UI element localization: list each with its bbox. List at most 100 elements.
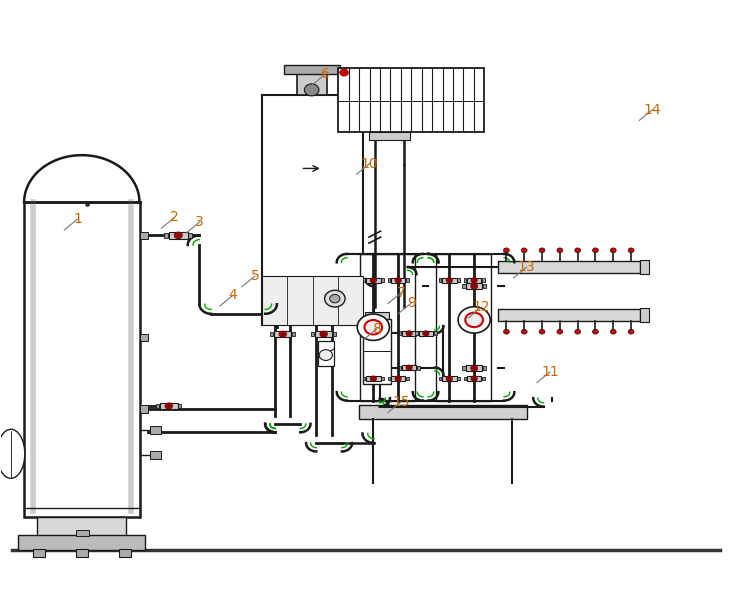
Bar — [436, 254, 491, 401]
Bar — [467, 278, 482, 283]
Bar — [457, 377, 460, 380]
Bar — [457, 278, 460, 282]
Circle shape — [575, 248, 580, 253]
Circle shape — [329, 295, 340, 303]
Bar — [151, 426, 161, 434]
Bar — [369, 133, 410, 140]
Bar — [463, 278, 466, 282]
Circle shape — [448, 279, 451, 281]
Bar — [270, 332, 273, 337]
Circle shape — [610, 329, 616, 334]
Circle shape — [372, 279, 375, 281]
Bar — [363, 319, 391, 384]
Bar — [76, 549, 88, 557]
Bar — [296, 72, 326, 95]
Bar — [463, 377, 466, 380]
Circle shape — [370, 278, 376, 283]
Bar — [156, 404, 160, 408]
Bar — [140, 406, 149, 413]
Text: 12: 12 — [473, 300, 490, 314]
Circle shape — [397, 279, 400, 281]
Bar — [262, 275, 363, 325]
Circle shape — [447, 376, 452, 381]
Bar — [188, 233, 192, 238]
Circle shape — [473, 279, 476, 281]
Circle shape — [372, 377, 375, 380]
Bar — [76, 530, 89, 536]
Bar — [365, 312, 389, 319]
Text: 10: 10 — [361, 157, 378, 170]
Bar — [415, 331, 418, 335]
Circle shape — [319, 350, 332, 361]
Circle shape — [471, 283, 477, 289]
Bar — [442, 376, 457, 381]
Bar — [482, 284, 486, 288]
Bar — [160, 403, 177, 409]
Bar — [463, 284, 466, 288]
Bar — [274, 331, 291, 337]
Bar — [292, 332, 296, 337]
Bar — [360, 254, 415, 401]
Circle shape — [448, 377, 451, 380]
Circle shape — [425, 332, 427, 334]
Bar — [467, 376, 482, 381]
Bar — [318, 341, 334, 366]
Bar — [262, 95, 363, 325]
Bar — [333, 332, 336, 337]
Circle shape — [324, 290, 345, 307]
Circle shape — [279, 331, 286, 337]
Bar — [381, 278, 384, 282]
Text: 9: 9 — [407, 296, 416, 310]
Circle shape — [397, 377, 400, 380]
Bar — [434, 331, 436, 335]
Circle shape — [165, 403, 173, 409]
Circle shape — [305, 84, 319, 96]
Text: 15: 15 — [392, 395, 410, 409]
Text: 8: 8 — [373, 322, 381, 336]
Circle shape — [628, 248, 634, 253]
Bar — [381, 377, 384, 380]
Bar — [402, 365, 417, 370]
Circle shape — [557, 248, 563, 253]
Circle shape — [408, 332, 411, 334]
Bar — [466, 365, 482, 371]
Bar — [359, 406, 527, 419]
Bar — [119, 549, 131, 557]
Text: 14: 14 — [643, 103, 661, 116]
Bar — [151, 451, 161, 459]
Circle shape — [471, 365, 477, 371]
Text: 3: 3 — [195, 215, 203, 229]
Circle shape — [473, 367, 476, 370]
Bar — [482, 377, 485, 380]
Bar — [417, 365, 419, 370]
Bar — [366, 278, 381, 283]
Circle shape — [370, 376, 376, 381]
Circle shape — [322, 333, 325, 335]
Bar — [398, 331, 401, 335]
Bar — [438, 377, 441, 380]
Circle shape — [557, 329, 563, 334]
Circle shape — [406, 331, 412, 336]
Bar — [311, 332, 314, 337]
Bar — [363, 278, 365, 282]
Bar — [402, 331, 417, 336]
Bar — [391, 376, 406, 381]
Circle shape — [423, 331, 429, 336]
Bar — [37, 517, 127, 536]
Text: 1: 1 — [73, 212, 82, 226]
Circle shape — [473, 377, 476, 380]
Bar — [482, 278, 485, 282]
Circle shape — [320, 331, 327, 337]
Bar — [18, 535, 146, 550]
Circle shape — [471, 278, 477, 283]
Circle shape — [466, 313, 483, 327]
Bar — [165, 233, 168, 238]
Circle shape — [521, 329, 527, 334]
Text: 13: 13 — [518, 260, 536, 274]
Bar — [338, 68, 485, 133]
Bar — [391, 278, 406, 283]
Bar — [498, 261, 640, 273]
Text: 6: 6 — [321, 67, 330, 81]
Bar — [463, 366, 466, 370]
Circle shape — [395, 278, 401, 283]
